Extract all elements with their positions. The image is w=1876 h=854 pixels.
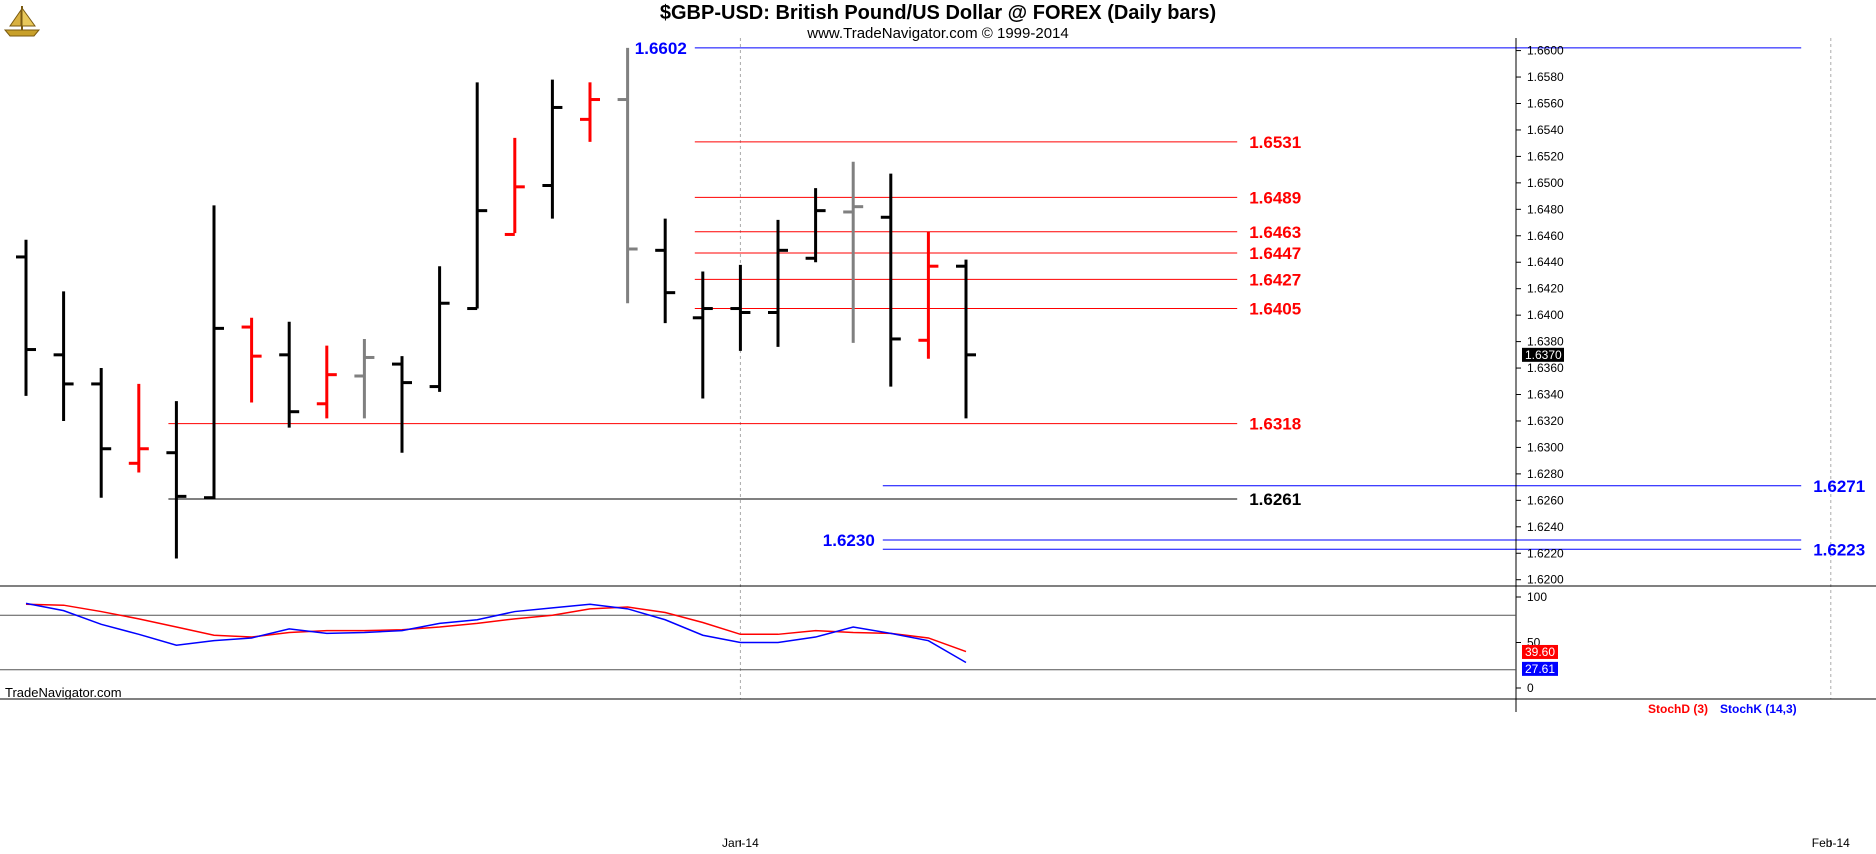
ship-logo-icon: [2, 2, 42, 45]
y-tick-label: 1.6520: [1527, 149, 1564, 163]
watermark-text: TradeNavigator.com: [5, 685, 122, 700]
y-tick-label: 1.6600: [1527, 44, 1564, 58]
gridlines: [0, 38, 1876, 854]
level-label: 1.6447: [1249, 244, 1301, 263]
price-bars: [16, 47, 976, 559]
y-tick-label: 1.6440: [1527, 255, 1564, 269]
level-label: 1.6261: [1249, 490, 1301, 509]
axes: Jan-14 Feb-141.66001.65801.65601.65401.65…: [0, 38, 1876, 850]
y-tick-label: 1.6260: [1527, 493, 1564, 507]
level-label: 1.6230: [823, 531, 875, 550]
stoch-legend-d: StochD (3): [1648, 702, 1708, 716]
y-tick-label: 1.6280: [1527, 467, 1564, 481]
stoch-k-value-box: [1522, 661, 1558, 676]
y-tick-label: 1.6340: [1527, 388, 1564, 402]
stoch-k-value: 27.61: [1525, 662, 1555, 676]
level-label: 1.6223: [1813, 540, 1865, 559]
y-tick-label: 1.6500: [1527, 176, 1564, 190]
stoch-line-k: [25, 602, 967, 664]
y-tick-label: 1.6300: [1527, 440, 1564, 454]
level-label: 1.6489: [1249, 188, 1301, 207]
y-tick-label: 1.6200: [1527, 573, 1564, 587]
y-tick-label: 1.6320: [1527, 414, 1564, 428]
level-label: 1.6405: [1249, 300, 1301, 319]
y-tick-label: 1.6460: [1527, 229, 1564, 243]
y-tick-label: 1.6220: [1527, 546, 1564, 560]
y-tick-label: 1.6360: [1527, 361, 1564, 375]
level-lines: 1.6602 1.6531 1.6489 1.6463 1.6447 1.6427 1.64…: [168, 39, 1865, 559]
y-tick-label: 1.6540: [1527, 123, 1564, 137]
y-tick-label: 1.6420: [1527, 282, 1564, 296]
level-label: 1.6427: [1249, 270, 1301, 289]
level-label: 1.6602: [635, 39, 687, 58]
chart-subtitle: www.TradeNavigator.com © 1999-2014: [807, 25, 1069, 42]
stoch-line-d: [25, 603, 967, 653]
stoch-y-label: 0: [1527, 681, 1534, 695]
y-tick-label: 1.6400: [1527, 308, 1564, 322]
y-tick-label: 1.6580: [1527, 70, 1564, 84]
y-tick-label: 1.6480: [1527, 202, 1564, 216]
last-price-box: [1522, 347, 1564, 362]
stoch-y-label: 100: [1527, 590, 1547, 604]
y-tick-label: 1.6240: [1527, 520, 1564, 534]
stoch-legend-k: StochK (14,3): [1720, 702, 1797, 716]
stoch-d-value: 39.60: [1525, 645, 1555, 659]
stoch-d-value-box: [1522, 644, 1558, 659]
plot-background: [0, 38, 1876, 854]
level-label: 1.6318: [1249, 415, 1301, 434]
y-tick-label: 1.6560: [1527, 96, 1564, 110]
y-tick-label: 1.6380: [1527, 335, 1564, 349]
level-label: 1.6271: [1813, 477, 1865, 496]
level-label: 1.6531: [1249, 133, 1301, 152]
last-price-label: 1.6370: [1525, 348, 1562, 362]
level-label: 1.6463: [1249, 223, 1301, 242]
chart-title: $GBP-USD: British Pound/US Dollar @ FORE…: [659, 2, 1217, 24]
